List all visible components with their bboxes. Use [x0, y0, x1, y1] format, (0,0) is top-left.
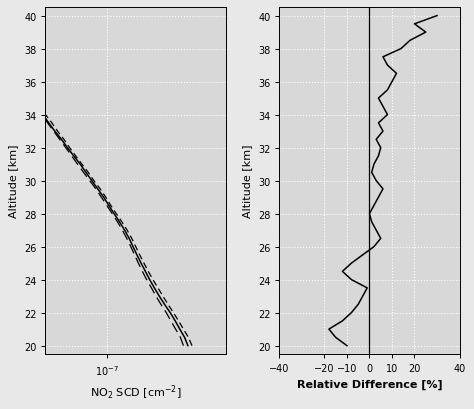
Y-axis label: Altitude [km]: Altitude [km] [9, 144, 18, 218]
Y-axis label: Altitude [km]: Altitude [km] [242, 144, 252, 218]
X-axis label: NO$_2$ SCD [cm$^{-2}$]: NO$_2$ SCD [cm$^{-2}$] [90, 382, 181, 401]
X-axis label: Relative Difference [%]: Relative Difference [%] [297, 378, 442, 389]
